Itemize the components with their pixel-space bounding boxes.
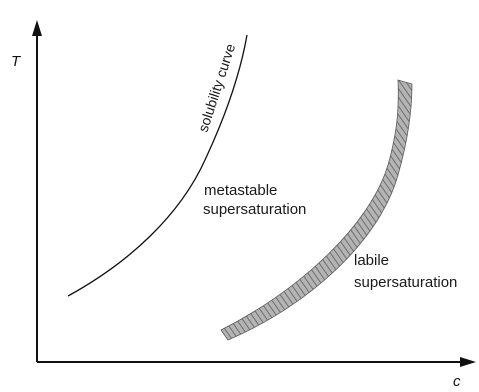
x-axis-arrow-icon (460, 357, 476, 367)
x-axis-label: c (453, 373, 461, 390)
y-axis-label: T (11, 53, 22, 70)
supersolubility-band (220, 79, 413, 341)
labile-label-line2: supersaturation (354, 274, 457, 291)
labile-region-label: labile supersaturation (354, 252, 457, 291)
metastable-label-line1: metastable (204, 182, 277, 199)
y-axis-arrow-icon (32, 20, 42, 36)
metastable-region-label: metastable supersaturation (203, 182, 306, 218)
axes: T c (11, 20, 476, 390)
solubility-curve-label: solubility curve (195, 41, 239, 133)
labile-label-line1: labile (354, 252, 389, 269)
metastable-label-line2: supersaturation (203, 201, 306, 218)
solubility-curve (67, 34, 248, 297)
